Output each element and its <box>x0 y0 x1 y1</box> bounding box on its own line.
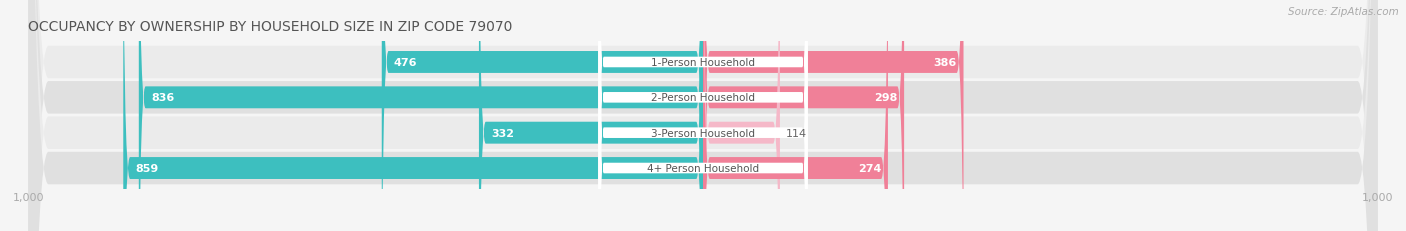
FancyBboxPatch shape <box>599 0 807 231</box>
FancyBboxPatch shape <box>703 0 889 231</box>
Text: 3-Person Household: 3-Person Household <box>651 128 755 138</box>
FancyBboxPatch shape <box>28 0 1378 231</box>
Text: 298: 298 <box>875 93 897 103</box>
Text: 4+ Person Household: 4+ Person Household <box>647 163 759 173</box>
FancyBboxPatch shape <box>28 0 1378 231</box>
Text: 386: 386 <box>934 58 956 68</box>
FancyBboxPatch shape <box>599 0 807 231</box>
Text: 836: 836 <box>150 93 174 103</box>
FancyBboxPatch shape <box>703 0 904 231</box>
FancyBboxPatch shape <box>139 0 703 231</box>
FancyBboxPatch shape <box>599 0 807 231</box>
Text: Source: ZipAtlas.com: Source: ZipAtlas.com <box>1288 7 1399 17</box>
Text: 2-Person Household: 2-Person Household <box>651 93 755 103</box>
FancyBboxPatch shape <box>703 0 963 231</box>
FancyBboxPatch shape <box>479 0 703 231</box>
FancyBboxPatch shape <box>28 0 1378 231</box>
FancyBboxPatch shape <box>703 0 780 231</box>
Text: 332: 332 <box>491 128 515 138</box>
Text: OCCUPANCY BY OWNERSHIP BY HOUSEHOLD SIZE IN ZIP CODE 79070: OCCUPANCY BY OWNERSHIP BY HOUSEHOLD SIZE… <box>28 20 513 33</box>
FancyBboxPatch shape <box>28 0 1378 231</box>
Text: 859: 859 <box>135 163 159 173</box>
FancyBboxPatch shape <box>124 0 703 231</box>
Text: 114: 114 <box>786 128 807 138</box>
FancyBboxPatch shape <box>599 0 807 231</box>
Text: 274: 274 <box>858 163 882 173</box>
Text: 476: 476 <box>394 58 418 68</box>
FancyBboxPatch shape <box>382 0 703 231</box>
Text: 1-Person Household: 1-Person Household <box>651 58 755 68</box>
